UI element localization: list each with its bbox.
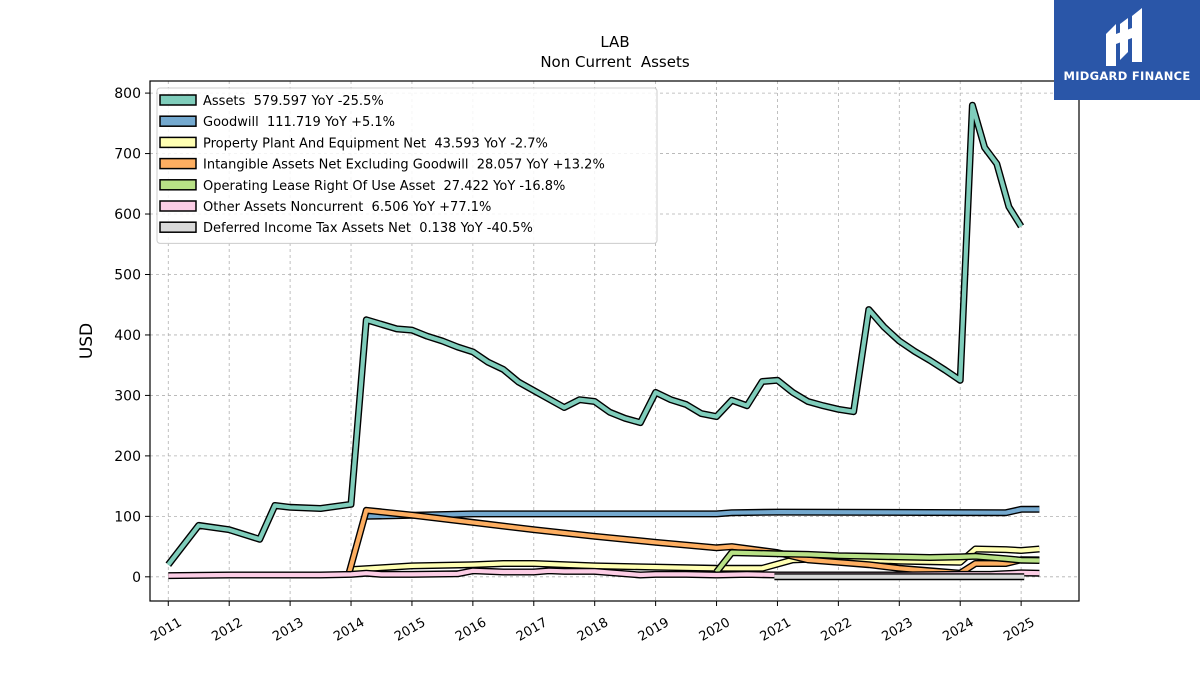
x-tick-label: 2015 bbox=[392, 615, 428, 645]
legend-item: Other Assets Noncurrent 6.506 YoY +77.1% bbox=[159, 200, 491, 215]
y-tick-label: 500 bbox=[114, 267, 141, 283]
x-tick-label: 2011 bbox=[148, 615, 184, 645]
x-axis: 2011 2012 2013 2014 2015 2016 2017 2018 2019 2020… bbox=[148, 601, 1037, 645]
x-tick-label: 2023 bbox=[879, 615, 915, 645]
legend-item: Property Plant And Equipment Net 43.593 … bbox=[159, 136, 548, 151]
x-tick-label: 2012 bbox=[209, 615, 245, 645]
y-tick-label: 800 bbox=[114, 86, 141, 102]
x-tick-label: 2016 bbox=[453, 615, 489, 645]
legend-item: Goodwill 111.719 YoY +5.1% bbox=[159, 115, 395, 130]
legend-label: Property Plant And Equipment Net 43.593 … bbox=[203, 136, 548, 151]
x-tick-label: 2022 bbox=[819, 615, 855, 645]
midgard-finance-logo-icon bbox=[1106, 8, 1142, 66]
series-assets bbox=[165, 101, 1025, 567]
y-tick-label: 0 bbox=[132, 570, 141, 586]
legend-label: Operating Lease Right Of Use Asset 27.42… bbox=[203, 179, 565, 194]
y-tick-label: 100 bbox=[114, 509, 141, 525]
legend: Assets 579.597 YoY -25.5% Goodwill 111.71… bbox=[156, 87, 658, 244]
y-tick-label: 600 bbox=[114, 207, 141, 223]
x-tick-label: 2013 bbox=[270, 615, 306, 645]
plot-frame bbox=[149, 80, 1080, 602]
legend-swatch bbox=[159, 136, 197, 149]
legend-label: Other Assets Noncurrent 6.506 YoY +77.1% bbox=[203, 200, 491, 215]
legend-label: Goodwill 111.719 YoY +5.1% bbox=[203, 115, 395, 130]
x-tick-label: 2025 bbox=[1001, 615, 1037, 645]
legend-swatch bbox=[159, 221, 197, 233]
legend-item: Intangible Assets Net Excluding Goodwill… bbox=[159, 157, 605, 173]
series-line bbox=[166, 103, 1023, 566]
x-tick-label: 2024 bbox=[940, 615, 976, 645]
legend-swatch bbox=[159, 200, 197, 212]
brand-logo: MIDGARD FINANCE bbox=[1054, 0, 1200, 100]
legend-swatch bbox=[159, 157, 197, 170]
series-layer bbox=[165, 101, 1040, 581]
y-axis-label: USD bbox=[77, 323, 97, 359]
y-tick-label: 200 bbox=[114, 449, 141, 465]
legend-label: Intangible Assets Net Excluding Goodwill… bbox=[203, 158, 605, 173]
legend-box bbox=[156, 87, 658, 244]
chart-title: LAB bbox=[600, 33, 629, 51]
legend-swatch bbox=[159, 179, 197, 191]
series-line bbox=[714, 550, 1040, 574]
legend-swatch bbox=[159, 115, 197, 127]
legend-item: Operating Lease Right Of Use Asset 27.42… bbox=[159, 179, 565, 194]
x-tick-label: 2014 bbox=[331, 615, 367, 645]
legend-item: Deferred Income Tax Assets Net 0.138 YoY… bbox=[159, 221, 533, 236]
series-operating-lease-right-of-use-asset bbox=[713, 549, 1040, 575]
y-tick-label: 300 bbox=[114, 388, 141, 404]
x-tick-label: 2020 bbox=[697, 615, 733, 645]
chart-subtitle: Non Current Assets bbox=[540, 53, 690, 71]
x-tick-label: 2017 bbox=[514, 615, 550, 645]
x-tick-label: 2021 bbox=[758, 615, 794, 645]
series-line bbox=[366, 507, 1040, 519]
y-axis: 0 100 200 300 400 500 600 700 800 bbox=[114, 86, 150, 586]
y-tick-label: 700 bbox=[114, 147, 141, 163]
legend-label: Deferred Income Tax Assets Net 0.138 YoY… bbox=[203, 221, 533, 236]
series-goodwill bbox=[366, 505, 1040, 520]
x-tick-label: 2019 bbox=[636, 615, 672, 645]
y-tick-label: 400 bbox=[114, 328, 141, 344]
legend-swatch bbox=[159, 94, 197, 106]
legend-item: Assets 579.597 YoY -25.5% bbox=[159, 94, 384, 109]
x-tick-label: 2018 bbox=[575, 615, 611, 645]
brand-name: MIDGARD FINANCE bbox=[1063, 69, 1191, 83]
legend-label: Assets 579.597 YoY -25.5% bbox=[203, 94, 384, 109]
